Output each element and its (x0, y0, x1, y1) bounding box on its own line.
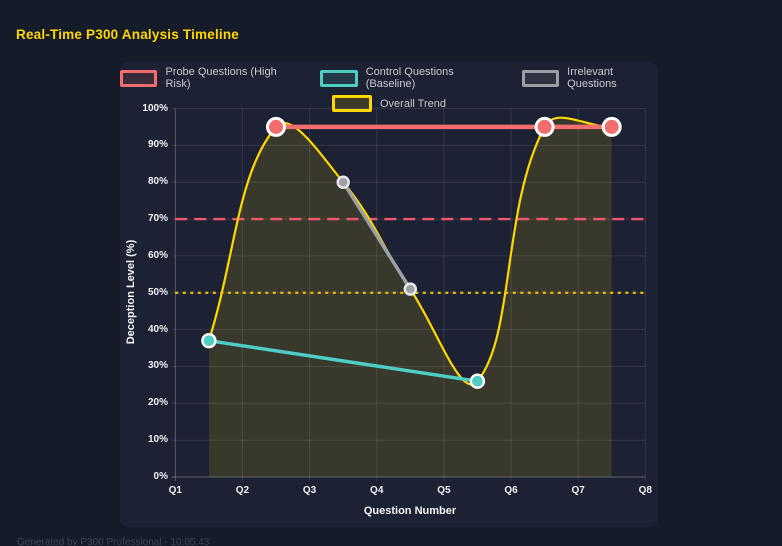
y-tick-label: 80% (147, 176, 168, 188)
legend-item-overall-trend[interactable]: Overall Trend (331, 95, 447, 112)
x-tick-label: Q1 (168, 485, 182, 496)
y-tick-label: 90% (147, 139, 168, 151)
x-axis-title: Question Number (363, 505, 457, 517)
y-tick-label: 60% (147, 249, 168, 261)
x-tick-label: Q2 (235, 485, 250, 496)
y-tick-label: 100% (142, 102, 168, 114)
x-tick-label: Q5 (437, 485, 451, 496)
x-tick-label: Q3 (302, 485, 317, 496)
x-tick-label: Q8 (638, 485, 652, 496)
y-tick-label: 20% (147, 397, 168, 409)
chart-legend: Probe Questions (High Risk) Control Quest… (120, 66, 658, 112)
chart-panel (120, 62, 658, 527)
legend-item-probe-questions-high-risk[interactable]: Probe Questions (High Risk) (120, 66, 294, 90)
legend-swatch-icon (120, 69, 158, 87)
legend-swatch-icon (331, 95, 372, 112)
legend-label: Irrelevant Questions (567, 66, 617, 90)
y-tick-label: 10% (147, 434, 168, 446)
legend-label: Probe Questions (High Risk) (165, 66, 277, 90)
y-tick-label: 30% (147, 360, 168, 372)
page-title: Real-Time P300 Analysis Timeline (16, 27, 240, 42)
x-tick-label: Q6 (504, 485, 518, 496)
legend-item-irrelevant-questions[interactable]: Irrelevant Questions (521, 66, 658, 90)
y-tick-label: 70% (147, 213, 168, 225)
y-axis-title: Deception Level (%) (125, 239, 137, 345)
legend-label: Control Questions (Baseline) (365, 66, 454, 90)
x-tick-label: Q7 (571, 485, 585, 496)
footer-note: Generated by P300 Professional - 10:05:4… (17, 537, 210, 546)
legend-swatch-icon (320, 69, 358, 87)
y-tick-label: 0% (153, 471, 168, 482)
legend-label: Overall Trend (379, 97, 447, 110)
legend-row: Overall Trend (331, 95, 447, 112)
legend-swatch-icon (521, 69, 560, 87)
x-tick-label: Q4 (370, 485, 384, 496)
y-tick-label: 50% (147, 286, 168, 298)
legend-row: Probe Questions (High Risk) Control Quest… (120, 66, 658, 90)
y-tick-label: 40% (147, 323, 168, 335)
legend-item-control-questions-baseline[interactable]: Control Questions (Baseline) (320, 66, 495, 90)
